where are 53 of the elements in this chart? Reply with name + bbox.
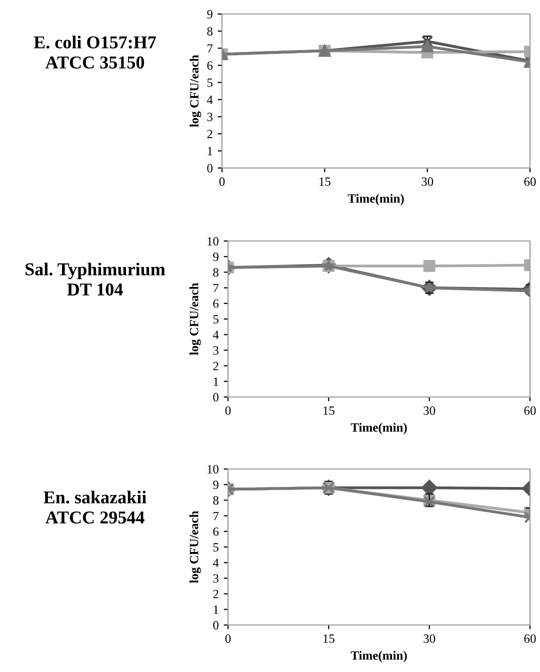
y-tick-label: 3: [213, 574, 218, 583]
x-tick-label: 60: [524, 634, 536, 643]
y-tick-label: 7: [208, 44, 213, 53]
x-tick-label: 60: [524, 177, 536, 186]
y-axis-title: log CFU/each: [189, 510, 201, 584]
y-tick-label: 6: [207, 61, 213, 70]
y-axis-title: log CFU/each: [190, 54, 202, 128]
x-tick-label: 60: [524, 406, 536, 415]
y-tick-label: 10: [208, 237, 218, 246]
x-tick-label: 0: [225, 406, 231, 415]
x-tick-label: 0: [219, 177, 225, 186]
y-tick-label: 4: [206, 96, 213, 104]
x-tick-label: 30: [424, 406, 436, 415]
x-axis-title: Time(min): [350, 650, 407, 662]
y-tick-label: 3: [207, 112, 212, 122]
x-tick-label: 30: [422, 177, 434, 186]
y-tick-label: 1: [214, 377, 218, 386]
y-tick-label: 4: [212, 558, 219, 567]
x-axis-title: Time(min): [348, 194, 404, 206]
y-tick-label: 8: [213, 496, 218, 505]
y-tick-label: 6: [213, 527, 219, 536]
x-tick-label: 15: [324, 406, 334, 415]
y-tick-label: 7: [214, 512, 219, 520]
x-tick-label: 15: [324, 634, 334, 643]
y-tick-label: 10: [208, 465, 218, 474]
y-tick-label: 5: [213, 315, 218, 324]
y-tick-label: 9: [213, 252, 218, 262]
y-tick-label: 2: [207, 130, 212, 138]
y-tick-label: 5: [207, 78, 212, 87]
y-tick-label: 8: [207, 27, 212, 36]
y-tick-label: 1: [208, 146, 212, 156]
x-tick-label: 0: [225, 634, 231, 643]
y-tick-label: 2: [213, 362, 218, 370]
text: En. sakazakii ATCC 29544: [44, 490, 146, 524]
y-tick-label: 9: [207, 10, 212, 18]
y-tick-label: 9: [213, 480, 218, 490]
y-axis-title: log CFU/each: [189, 282, 201, 356]
y-tick-label: 1: [214, 605, 218, 614]
y-tick-label: 4: [212, 330, 219, 339]
y-tick-label: 3: [213, 346, 218, 355]
y-tick-label: 2: [213, 590, 218, 598]
y-tick-label: 7: [214, 284, 219, 292]
y-tick-label: 8: [213, 268, 218, 277]
y-tick-label: 0: [213, 621, 218, 630]
text: Sal. Typhimurium DT 104: [26, 262, 166, 296]
text: E. coli O157:H7 ATCC 35150: [34, 36, 156, 69]
y-tick-label: 5: [213, 543, 218, 552]
y-tick-label: 0: [213, 393, 218, 402]
x-tick-label: 15: [320, 177, 330, 186]
x-tick-label: 30: [424, 634, 436, 643]
x-axis-title: Time(min): [350, 422, 407, 434]
y-tick-label: 0: [207, 164, 212, 172]
y-tick-label: 6: [213, 299, 219, 308]
